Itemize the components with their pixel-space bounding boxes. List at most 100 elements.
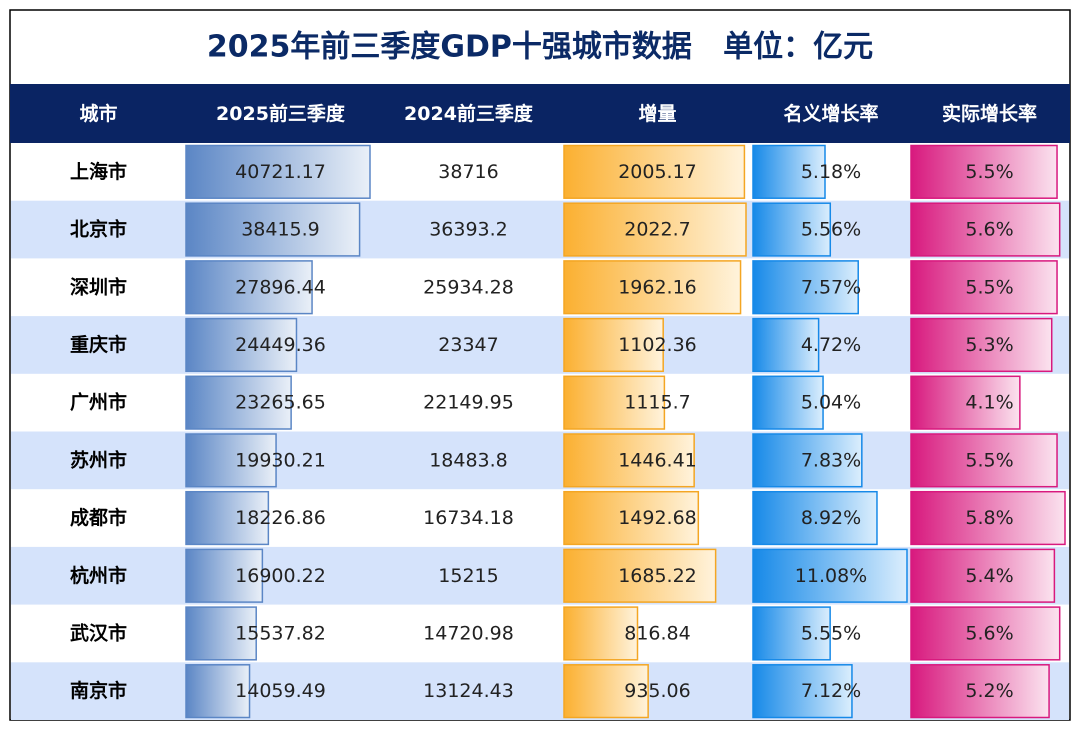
value-cell: 1102.36 [618,334,697,356]
city-cell: 深圳市 [70,275,127,298]
header-cell: 增量 [638,102,676,125]
data-bar [563,664,649,719]
value-cell: 2022.7 [624,219,690,241]
data-bar [910,375,1021,430]
data-bar [185,664,251,719]
data-bar [185,548,264,603]
city-cell: 杭州市 [70,564,127,587]
value-cell: 7.12% [801,680,861,702]
value-cell: 11.08% [795,565,867,587]
value-cell: 25934.28 [423,276,514,298]
value-cell: 5.3% [965,334,1013,356]
city-cell: 北京市 [70,218,127,241]
data-bar [752,664,853,719]
data-bar [752,606,831,661]
value-cell: 38716 [438,161,498,183]
data-bar [752,548,908,603]
value-cell: 38415.9 [241,219,320,241]
city-cell: 武汉市 [70,621,127,644]
value-cell: 23347 [438,334,498,356]
city-cell: 广州市 [70,391,127,414]
value-cell: 935.06 [624,680,690,702]
data-bar [752,375,824,430]
data-bar [910,202,1061,257]
city-cell: 成都市 [70,506,127,529]
data-bar [752,144,826,199]
data-bar [910,260,1058,315]
value-cell: 2005.17 [618,161,697,183]
value-cell: 16734.18 [423,507,514,529]
value-cell: 5.2% [965,680,1013,702]
data-bar [910,490,1066,546]
header-cell: 名义增长率 [783,102,878,125]
data-bar [563,317,664,373]
data-bar [185,260,313,315]
value-cell: 15537.82 [235,622,326,644]
value-cell: 1446.41 [618,449,697,471]
value-cell: 8.92% [801,507,861,529]
data-bar [910,433,1058,488]
data-bar [185,317,298,373]
data-bar [752,202,832,257]
header-bg [10,84,1070,143]
value-cell: 14720.98 [423,622,514,644]
value-cell: 36393.2 [429,219,508,241]
value-cell: 40721.17 [235,161,326,183]
data-bar [185,433,277,488]
value-cell: 23265.65 [235,392,326,414]
value-cell: 5.5% [965,161,1013,183]
value-cell: 5.56% [801,219,861,241]
data-bar [563,490,700,546]
data-bar [563,375,666,430]
title: 2025年前三季度GDP十强城市数据 单位：亿元 [207,30,873,65]
data-bar [185,606,257,661]
data-bar [563,433,695,488]
value-cell: 18226.86 [235,507,326,529]
value-cell: 1685.22 [618,565,697,587]
value-cell: 7.83% [801,449,861,471]
value-cell: 5.4% [965,565,1013,587]
city-cell: 重庆市 [70,333,127,356]
header-cell: 2025前三季度 [216,102,346,125]
data-bar [910,144,1058,199]
value-cell: 16900.22 [235,565,326,587]
data-bar [563,548,717,603]
value-cell: 24449.36 [235,334,326,356]
value-cell: 22149.95 [423,392,514,414]
header-cell: 2024前三季度 [404,102,534,125]
value-cell: 1492.68 [618,507,697,529]
value-cell: 4.72% [801,334,861,356]
value-cell: 4.1% [965,392,1013,414]
data-bar [563,202,747,257]
value-cell: 19930.21 [235,449,326,471]
value-cell: 5.18% [801,161,861,183]
value-cell: 1115.7 [624,392,690,414]
value-cell: 27896.44 [235,276,326,298]
value-cell: 14059.49 [235,680,326,702]
data-bar [910,317,1053,373]
value-cell: 15215 [438,565,498,587]
value-cell: 5.5% [965,276,1013,298]
value-cell: 1962.16 [618,276,697,298]
data-bar [752,490,878,546]
data-bar [910,664,1050,719]
data-bar [185,144,371,199]
city-cell: 上海市 [70,160,127,183]
data-bar [910,548,1056,603]
value-cell: 5.6% [965,622,1013,644]
header-cell: 城市 [79,102,117,125]
data-bar [563,144,746,199]
data-bar [563,260,742,315]
value-cell: 7.57% [801,276,861,298]
data-bar [563,606,639,661]
value-cell: 5.6% [965,219,1013,241]
city-cell: 南京市 [70,679,127,702]
header-cell: 实际增长率 [942,102,1037,125]
value-cell: 13124.43 [423,680,514,702]
data-bar [185,490,270,546]
value-cell: 5.04% [801,392,861,414]
data-bar [185,202,361,257]
data-bar [752,260,859,315]
value-cell: 816.84 [624,622,690,644]
